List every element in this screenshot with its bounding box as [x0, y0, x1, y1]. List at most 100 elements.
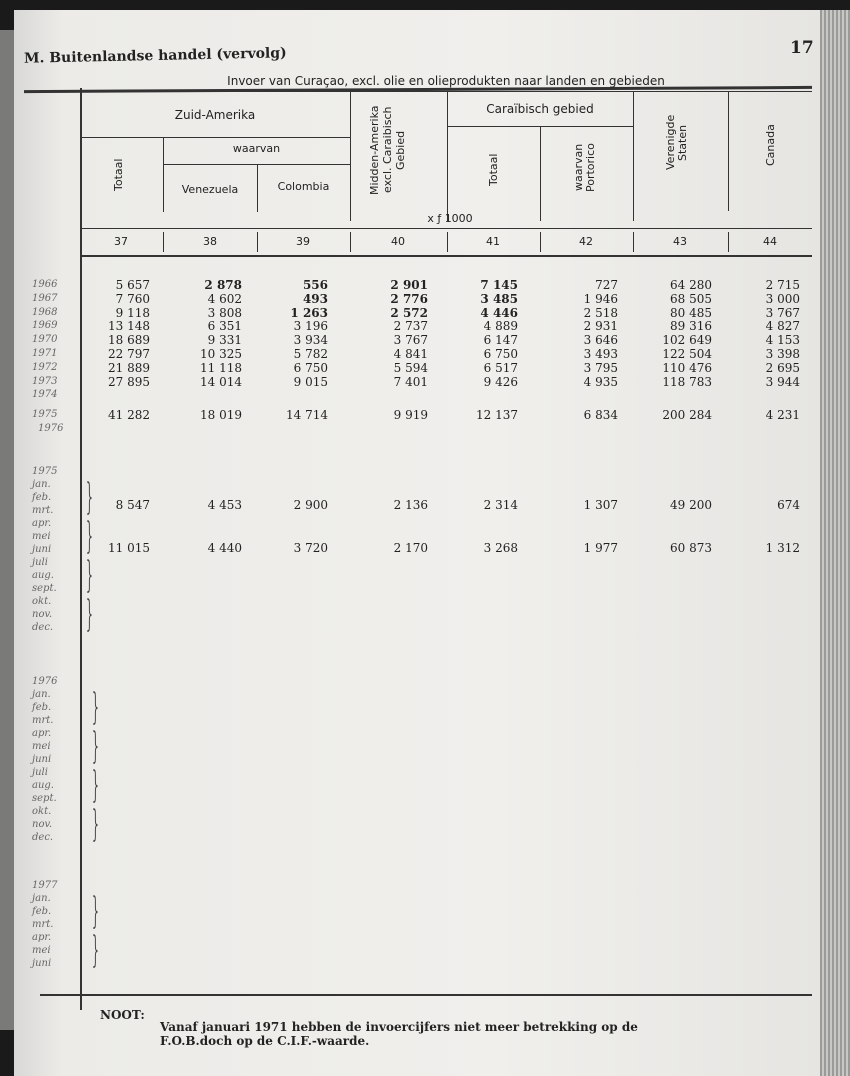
month-label: mei	[32, 741, 51, 752]
year-label: 1966	[32, 279, 58, 290]
rule	[80, 137, 350, 138]
month-label: mrt.	[32, 505, 54, 516]
table-cell: 727	[595, 278, 618, 292]
footnote-line-2: F.O.B.doch op de C.I.F.-waarde.	[160, 1034, 370, 1048]
col-header-midden-amerika: Midden-Amerika excl. Caraibisch Gebied	[368, 105, 407, 195]
month-label: dec.	[32, 622, 54, 633]
column-number: 42	[579, 235, 593, 248]
month-label: jan.	[32, 479, 51, 490]
table-cell: 6 750	[293, 360, 328, 375]
table-cell: 3 646	[583, 333, 618, 348]
table-cell: 1 977	[583, 541, 618, 555]
rule	[80, 255, 812, 257]
table-cell: 8 547	[115, 498, 150, 512]
rule	[447, 91, 448, 221]
page-number: 17	[790, 38, 814, 58]
table-cell: 80 485	[670, 305, 712, 320]
quarter-brace: }	[86, 594, 93, 635]
month-label: dec.	[32, 832, 54, 843]
table-cell: 2 314	[483, 498, 518, 512]
table-cell: 200 284	[662, 408, 712, 423]
rule	[633, 91, 634, 221]
month-label: feb.	[32, 906, 52, 917]
page	[14, 10, 820, 1076]
rule	[728, 91, 729, 211]
table-cell: 7 401	[393, 374, 428, 389]
rule	[350, 91, 351, 221]
rule	[633, 232, 634, 252]
column-number: 44	[763, 235, 777, 248]
month-label: mei	[32, 531, 51, 542]
year-label: 1968	[32, 306, 58, 318]
month-label: okt.	[32, 596, 52, 607]
quarter-brace: }	[86, 477, 93, 518]
table-cell: 4 935	[583, 374, 618, 389]
table-cell: 2 572	[390, 305, 428, 320]
month-label: sept.	[32, 793, 57, 804]
table-cell: 3 196	[293, 319, 328, 334]
table-cell: 10 325	[200, 347, 242, 361]
rule	[447, 232, 448, 252]
month-label: juli	[32, 557, 48, 568]
waarvan-label: waarvan	[232, 142, 281, 155]
page-edge	[820, 10, 850, 1076]
stub-divider	[80, 88, 82, 1010]
month-label: mei	[32, 945, 51, 956]
quarter-brace: }	[92, 930, 99, 971]
table-cell: 2 715	[765, 278, 800, 292]
table-cell: 2 136	[393, 498, 428, 512]
table-cell: 1 307	[583, 498, 618, 512]
table-cell: 2 901	[390, 278, 428, 292]
table-cell: 6 834	[583, 408, 618, 423]
month-block-year: 1975	[32, 466, 58, 477]
col-header-totaal: Totaal	[112, 158, 125, 192]
rule	[80, 91, 812, 92]
table-title: Invoer van Curaçao, excl. olie en oliepr…	[227, 74, 665, 88]
table-cell: 3 767	[393, 333, 428, 348]
table-cell: 3 398	[765, 347, 800, 361]
table-cell: 68 505	[670, 291, 712, 306]
table-cell: 4 889	[483, 319, 518, 334]
table-cell: 1 263	[290, 305, 328, 320]
rule	[163, 232, 164, 252]
table-cell: 27 895	[108, 374, 150, 389]
table-cell: 9 118	[115, 305, 150, 320]
month-label: mrt.	[32, 715, 54, 726]
table-cell: 2 931	[583, 319, 618, 334]
table-cell: 18 019	[200, 408, 242, 423]
table-cell: 9 015	[293, 374, 328, 389]
month-label: nov.	[32, 819, 53, 830]
month-label: apr.	[32, 728, 52, 739]
bottom-rule	[40, 994, 812, 996]
footnote-label: NOOT:	[100, 1008, 145, 1022]
table-cell: 14 714	[286, 408, 328, 423]
rule	[350, 232, 351, 252]
rule	[540, 126, 541, 221]
month-label: feb.	[32, 702, 52, 713]
col-header-carib-totaal: Totaal	[487, 153, 500, 187]
table-cell: 11 118	[200, 360, 242, 375]
month-label: feb.	[32, 492, 52, 503]
table-cell: 18 689	[108, 333, 150, 348]
table-cell: 2 737	[393, 319, 428, 334]
table-cell: 2 170	[393, 541, 428, 555]
quarter-brace: }	[86, 516, 93, 557]
col-header-verenigde-staten: Verenigde Staten	[664, 114, 689, 171]
table-cell: 21 889	[108, 360, 150, 375]
table-cell: 5 657	[115, 278, 150, 292]
month-label: jan.	[32, 689, 51, 700]
table-cell: 3 767	[765, 305, 800, 320]
table-cell: 6 517	[483, 360, 518, 375]
table-cell: 110 476	[662, 360, 712, 375]
column-number: 38	[203, 235, 217, 248]
month-label: apr.	[32, 518, 52, 529]
table-cell: 64 280	[670, 278, 712, 292]
month-label: jan.	[32, 893, 51, 904]
rule	[540, 232, 541, 252]
year-label: 1970	[32, 334, 58, 346]
month-block-year: 1977	[32, 880, 58, 891]
table-cell: 5 594	[393, 360, 428, 375]
table-cell: 3 485	[480, 291, 518, 306]
rule	[80, 228, 812, 229]
col-header-venezuela: Venezuela	[181, 183, 239, 196]
